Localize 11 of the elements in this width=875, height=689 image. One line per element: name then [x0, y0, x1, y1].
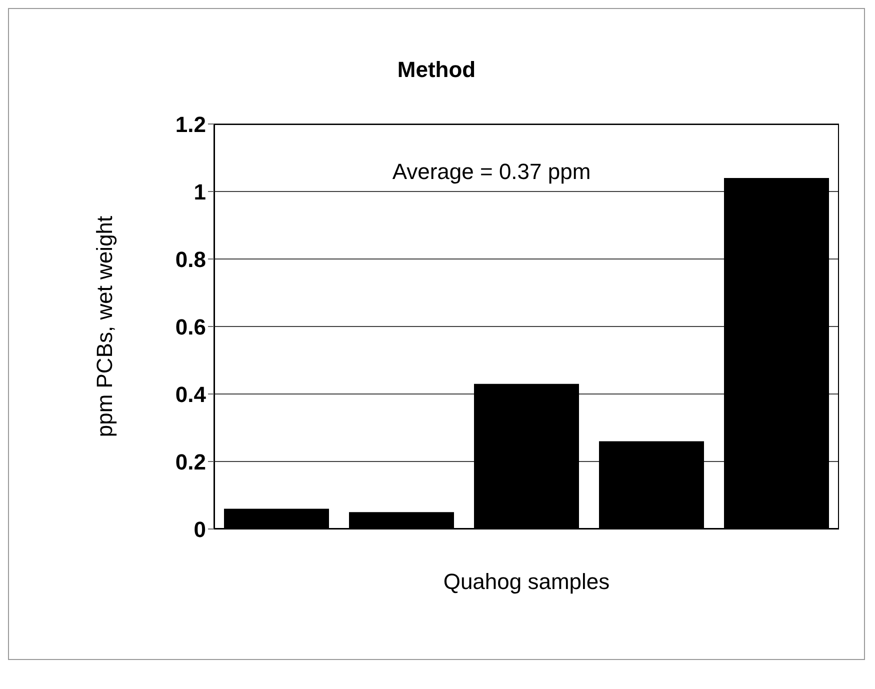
y-tick-label: 1.2 [175, 112, 206, 137]
y-tick-label: 0 [194, 516, 206, 542]
y-tick-label: 0.8 [175, 246, 206, 272]
chart-title: Method [396, 57, 477, 83]
y-tick-label: 0.6 [175, 314, 206, 340]
y-tick-label: 0.4 [175, 382, 207, 407]
x-axis-title: Quahog samples [443, 569, 610, 594]
y-tick-label: 0.2 [175, 449, 206, 474]
y-axis-title: ppm PCBs, wet weight [92, 216, 117, 438]
y-tick-label: 1 [194, 179, 206, 204]
annotation: Average = 0.37 ppm [392, 159, 591, 184]
